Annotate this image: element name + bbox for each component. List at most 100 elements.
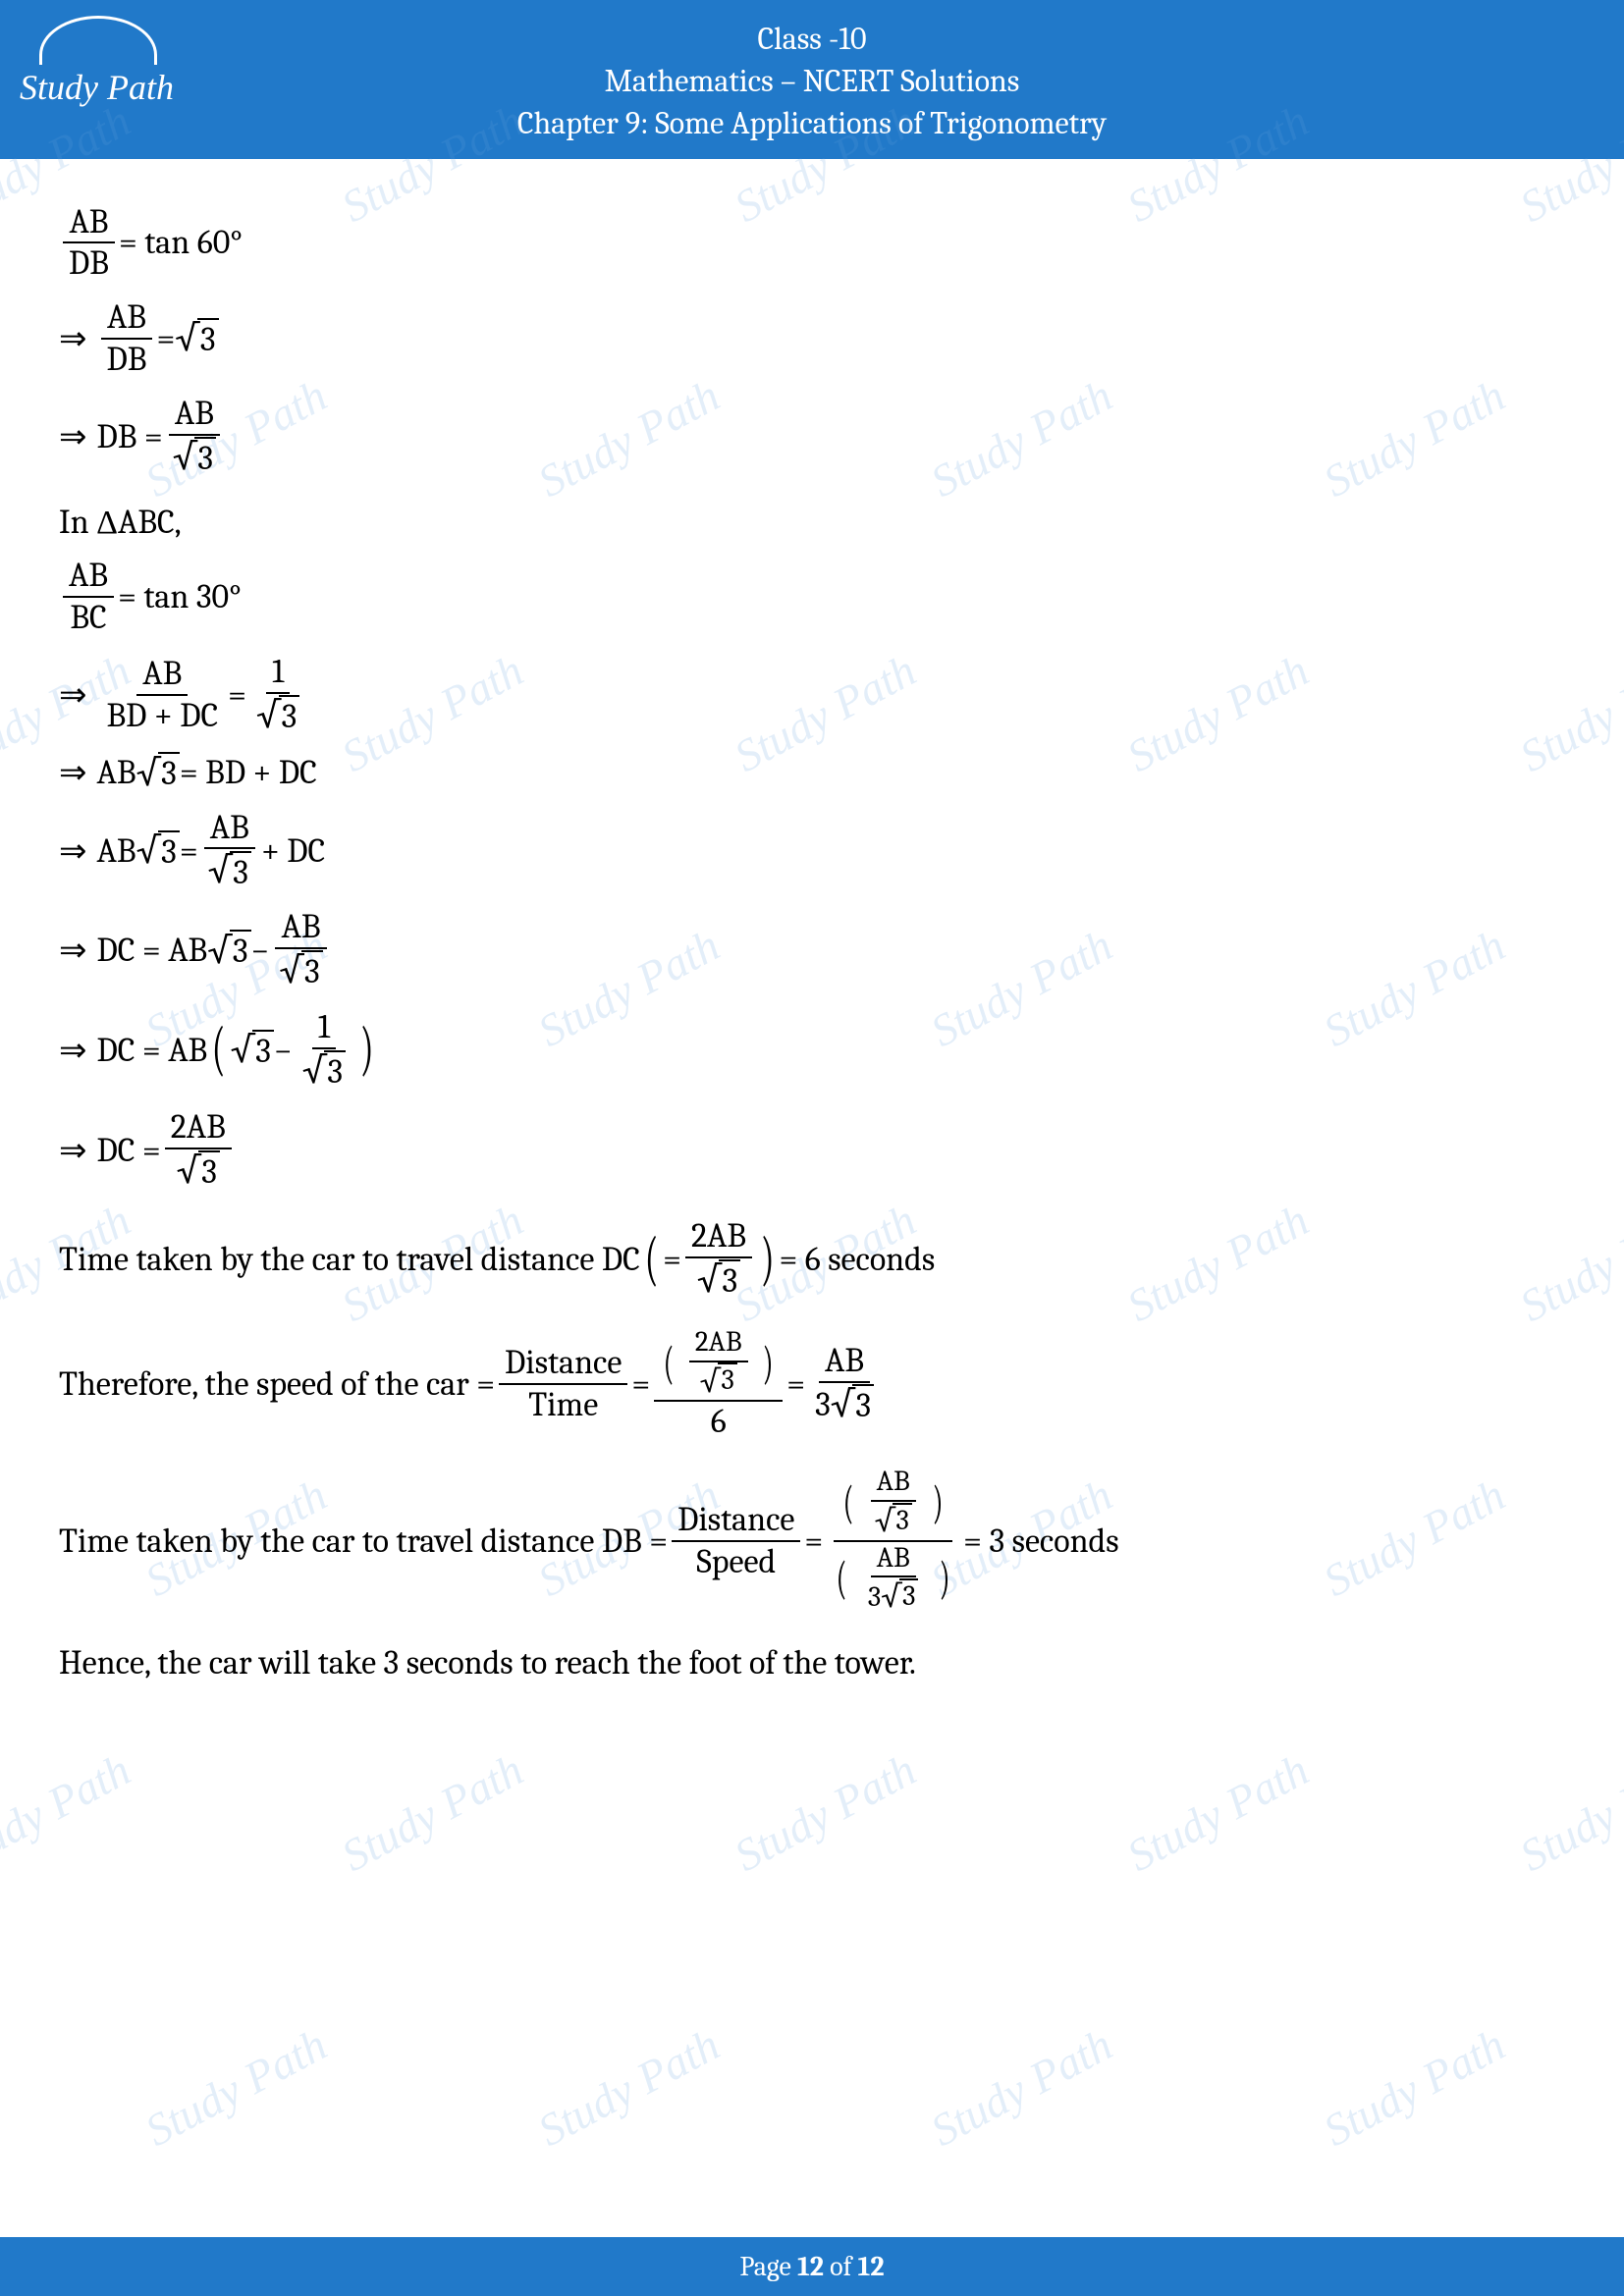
- denominator: 3: [202, 849, 257, 893]
- equation-text: AB: [97, 831, 136, 871]
- equation-text: =: [631, 1364, 650, 1404]
- numerator: Distance: [672, 1500, 800, 1542]
- numerator: AB: [63, 202, 114, 244]
- denominator: 33: [862, 1577, 925, 1616]
- fraction: AB DB: [101, 297, 153, 380]
- fraction: Distance Speed: [672, 1500, 800, 1582]
- equation-line: DC = AB ( 3 − 1 3 ): [59, 1007, 1565, 1094]
- denominator: 3: [869, 1502, 918, 1540]
- equation-line: AB BD + DC = 1 3: [59, 652, 1565, 738]
- denominator: 3: [297, 1049, 352, 1094]
- sqrt: 3: [700, 1362, 737, 1400]
- watermark-text: Study Path: [529, 2018, 728, 2157]
- sqrt: 3: [697, 1258, 740, 1303]
- fraction: AB 3: [273, 907, 328, 993]
- watermark-text: Study Path: [136, 2018, 335, 2157]
- equation-text: DC = AB: [97, 931, 208, 970]
- conclusion-text: Hence, the car will take 3 seconds to re…: [59, 1643, 1565, 1682]
- radicand: 3: [718, 1362, 736, 1399]
- equation-text: = tan 60°: [119, 223, 243, 262]
- document-body: AB DB = tan 60° AB DB = 3 DB = AB 3 In Δ…: [0, 159, 1624, 1682]
- radicand: 3: [194, 437, 216, 479]
- numerator: AB: [63, 556, 114, 598]
- header-class: Class -10: [0, 18, 1624, 60]
- radicand: 3: [279, 695, 300, 737]
- fraction: AB 3: [167, 394, 222, 480]
- equation-text: = BD + DC: [180, 753, 317, 792]
- text-line: In ΔABC,: [59, 503, 1565, 542]
- denominator: 3: [694, 1362, 743, 1401]
- radicand: 3: [158, 752, 180, 793]
- fraction: AB BC: [63, 556, 114, 638]
- equation-text: =: [804, 1522, 823, 1561]
- fraction: AB 33: [862, 1542, 925, 1616]
- equation-text: + DC: [261, 831, 325, 871]
- denominator: ( AB 33 ): [827, 1542, 959, 1616]
- equation-text: AB: [97, 753, 136, 792]
- fraction: ( 2AB 3 ) 6: [654, 1326, 783, 1442]
- equation-line: AB 3 = BD + DC: [59, 752, 1565, 794]
- sqrt: 3: [231, 1029, 274, 1071]
- sqrt: 3: [302, 1049, 346, 1094]
- denominator: Speed: [690, 1542, 782, 1582]
- numerator: AB: [169, 394, 220, 436]
- sqrt: 3: [208, 849, 251, 893]
- denominator: BD + DC: [101, 696, 225, 736]
- paren-open-icon: (: [644, 1236, 658, 1284]
- equation-line: AB DB = 3: [59, 297, 1565, 380]
- body-text: Therefore, the speed of the car =: [59, 1364, 495, 1404]
- body-text: Time taken by the car to travel distance…: [59, 1522, 668, 1561]
- radicand: 3: [252, 1030, 274, 1071]
- numerator: AB: [819, 1341, 870, 1383]
- radicand: 3: [324, 1050, 346, 1093]
- numerator: ( AB 3 ): [834, 1466, 953, 1541]
- radicand: 3: [230, 930, 251, 971]
- fraction: 2AB 3: [685, 1216, 752, 1303]
- denominator: 6: [705, 1402, 732, 1442]
- denominator: 3: [171, 1149, 226, 1194]
- numerator: 2AB: [689, 1326, 748, 1362]
- coefficient: 3: [815, 1385, 831, 1424]
- paren-close-icon: ): [763, 1345, 774, 1382]
- equation-text: =: [228, 675, 246, 715]
- watermark-text: Study Path: [0, 1743, 138, 1882]
- watermark-text: Study Path: [726, 1743, 924, 1882]
- radicand: 3: [158, 830, 180, 872]
- sqrt: 3: [136, 752, 180, 794]
- numerator: AB: [204, 808, 255, 850]
- text-line: Time taken by the car to travel distance…: [59, 1216, 1565, 1303]
- fraction: ( AB 3 ) ( AB 33 ): [827, 1466, 959, 1616]
- denominator: DB: [101, 340, 153, 380]
- sqrt: 3: [136, 829, 180, 872]
- sqrt: 3: [177, 1149, 220, 1194]
- equation-text: DC = AB: [97, 1031, 208, 1070]
- radicand: 3: [198, 1150, 220, 1193]
- radicand: 3: [197, 318, 219, 359]
- radicand: 3: [899, 1578, 918, 1615]
- numerator: 1: [312, 1007, 336, 1049]
- watermark-text: Study Path: [1511, 1743, 1624, 1882]
- radicand: 3: [852, 1384, 874, 1426]
- numerator: AB: [101, 297, 152, 340]
- fraction: AB DB: [63, 202, 115, 285]
- equation-line: DB = AB 3: [59, 394, 1565, 480]
- equation-line: AB DB = tan 60°: [59, 202, 1565, 285]
- body-text: = 3 seconds: [963, 1522, 1118, 1561]
- equation-line: DC = 2AB 3: [59, 1107, 1565, 1194]
- sqrt: 3: [256, 694, 299, 738]
- paren-close-icon: ): [761, 1236, 775, 1284]
- fraction: 1 3: [297, 1007, 352, 1094]
- watermark-text: Study Path: [1118, 1743, 1317, 1882]
- paren-close-icon: ): [933, 1484, 944, 1522]
- sqrt: 3: [881, 1577, 918, 1615]
- radicand: 3: [719, 1259, 740, 1302]
- paren-open-icon: (: [212, 1026, 226, 1074]
- numerator: 2AB: [165, 1107, 232, 1149]
- numerator: 2AB: [685, 1216, 752, 1258]
- paren-open-icon: (: [664, 1345, 675, 1382]
- logo-text: Study Path: [20, 67, 174, 108]
- text-line: Time taken by the car to travel distance…: [59, 1466, 1565, 1616]
- watermark-text: Study Path: [1315, 2018, 1513, 2157]
- numerator: Distance: [499, 1343, 627, 1385]
- paren-close-icon: ): [360, 1026, 374, 1074]
